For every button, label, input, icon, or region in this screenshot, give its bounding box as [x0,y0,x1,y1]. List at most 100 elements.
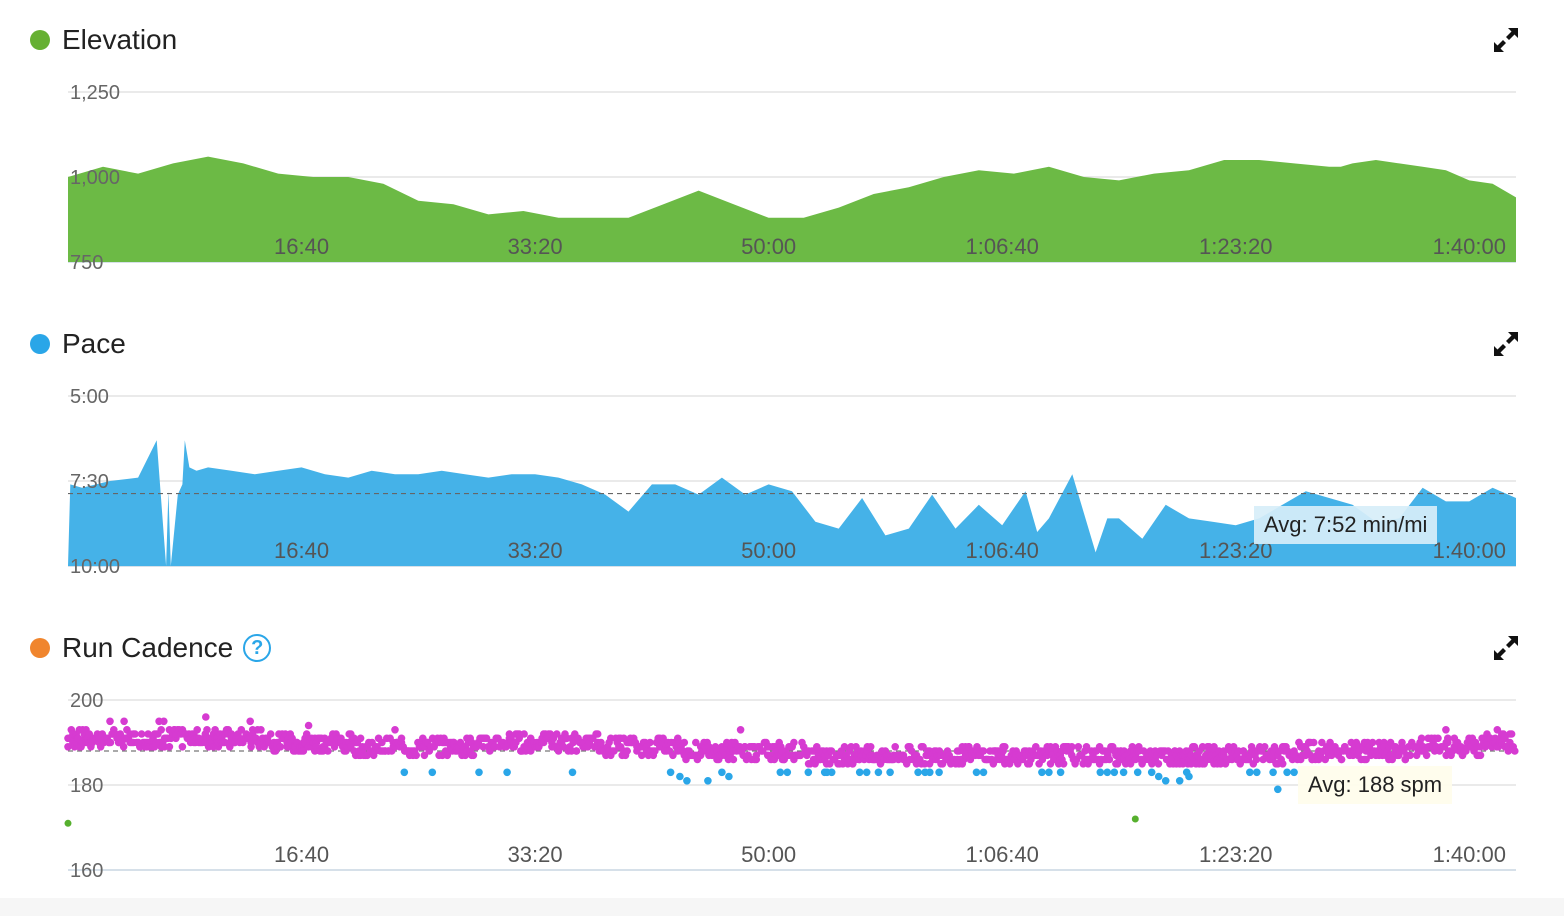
cadence-point [1422,751,1431,760]
cadence-point [420,751,429,760]
cadence-point [302,730,311,738]
cadence-point-blue [1056,768,1065,777]
cadence-point [840,743,849,751]
cadence-point [680,738,689,747]
series-area [68,156,1516,262]
cadence-point [1074,743,1083,751]
cadence-point [1105,755,1114,764]
cadence-point [119,743,128,751]
cadence-point-blue [676,772,684,781]
cadence-point [979,747,988,755]
cadence-point [276,743,285,751]
pace-panel: Pace 5:00 7:30 10:00 16:40 33:20 50:00 1:06:40… [0,304,1564,608]
cadence-point-blue [1175,777,1184,785]
expand-arrows-icon[interactable] [1492,26,1520,54]
y-tick-label: 200 [70,690,103,712]
cadence-point-blue [503,768,511,777]
cadence-point-blue [1096,768,1105,777]
cadence-point-blue [568,768,577,777]
footer-strip [0,898,1564,916]
elevation-header: Elevation [30,22,177,58]
cadence-point-blue [475,768,483,777]
cadence-point-blue [704,777,712,785]
x-tick-label: 16:40 [274,538,329,563]
cadence-point-blue [935,768,943,777]
cadence-point-blue [1045,768,1053,777]
cadence-chart: 200 180 160 16:40 33:20 50:00 1:06:40 1:23:20 1:… [64,690,1519,882]
cadence-point [120,717,128,726]
y-tick-label: 1,000 [70,167,120,189]
x-tick-label: 33:20 [508,538,563,563]
cadence-point [178,743,187,751]
x-tick-label: 16:40 [274,842,329,867]
cadence-point [1001,743,1009,751]
cadence-point [638,751,646,760]
x-tick-label: 50:00 [741,842,796,867]
cadence-point [692,738,700,747]
question-circle-icon[interactable]: ? [243,634,272,662]
expand-arrows-icon[interactable] [1492,330,1520,358]
cadence-header: Run Cadence ? [30,630,272,666]
cadence-panel: Run Cadence ? 200 180 160 16:40 33:20 50:00 1:… [0,608,1564,912]
cadence-point-blue [725,772,733,781]
cadence-point-blue [1147,768,1156,777]
cadence-point-blue [1161,777,1170,785]
cadence-point [1417,734,1426,743]
cadence-point [1318,738,1326,747]
cadence-point-blue [1119,768,1128,777]
y-tick-label: 5:00 [70,386,109,408]
cadence-point [157,726,165,734]
pace-header: Pace [30,326,126,362]
cadence-point [1126,760,1135,768]
cadence-point [1434,734,1442,743]
cadence-point [165,743,174,751]
cadence-point [203,726,211,734]
cadence-point [572,747,581,755]
cadence-point-blue [428,768,437,777]
cadence-point [202,713,210,721]
cadence-point [646,738,654,747]
cadence-point [1068,743,1076,751]
cadence-point-blue [979,768,988,777]
pace-legend-dot [30,334,50,354]
cadence-point [520,730,528,738]
cadence-point-blue [1290,768,1298,777]
cadence-point [736,726,745,734]
cadence-point [1337,755,1346,764]
cadence-point [397,734,406,743]
cadence-point [106,717,114,726]
x-tick-label: 1:06:40 [965,842,1038,867]
cadence-point [752,751,761,760]
elevation-panel: Elevation 1,250 1,000 750 16:40 33:20 50:00 1:… [0,0,1564,304]
cadence-point-blue [1283,768,1291,777]
cadence-point [553,730,561,738]
y-tick-label: 1,250 [70,82,120,104]
pace-avg-label: Avg: 7:52 min/mi [1254,506,1438,544]
x-tick-label: 16:40 [274,234,329,259]
cadence-point [391,726,399,734]
x-tick-label: 50:00 [741,538,796,563]
y-tick-label: 180 [70,775,103,797]
cadence-point [443,751,452,760]
cadence-point-green [64,819,72,827]
cadence-point-blue [1185,772,1193,781]
cadence-point-blue [666,768,675,777]
cadence-point-blue [827,768,836,777]
cadence-avg-label: Avg: 188 spm [1298,766,1453,804]
cadence-point [324,747,332,755]
cadence-point [1511,747,1519,755]
cadence-point [64,743,72,751]
cadence-point-blue [1274,785,1282,794]
cadence-point [1059,760,1068,768]
cadence-point-blue [783,768,792,777]
cadence-point-blue [776,768,785,777]
cadence-point-blue [874,768,883,777]
cadence-point [891,743,899,751]
expand-arrows-icon[interactable] [1492,634,1520,662]
cadence-point [1444,734,1452,743]
elevation-chart: 1,250 1,000 750 16:40 33:20 50:00 1:06:40 1:23:… [68,82,1516,274]
y-tick-label: 160 [70,860,103,882]
cadence-title: Run Cadence [62,632,234,663]
cadence-point [85,730,94,738]
y-tick-label: 7:30 [70,471,109,493]
